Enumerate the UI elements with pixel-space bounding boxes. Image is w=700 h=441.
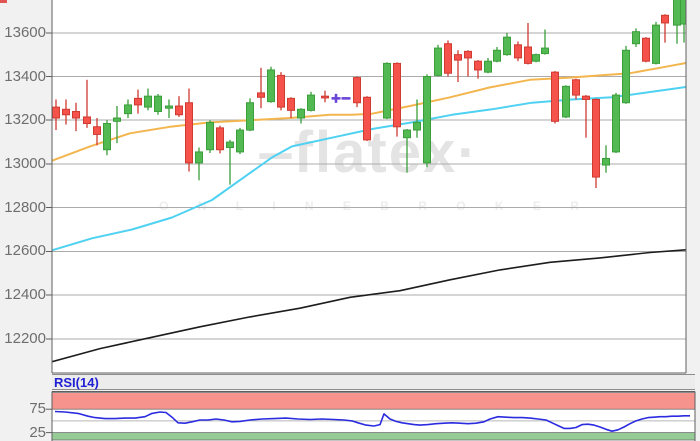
slow-ma-black-line (52, 249, 686, 363)
panel-borders (51, 0, 696, 441)
candle-up (423, 74, 431, 168)
candle-up (144, 88, 152, 111)
candle-up (532, 53, 540, 63)
candle-down (524, 22, 532, 65)
candle-up (602, 145, 610, 173)
rsi-tick-label: 25 (29, 423, 46, 441)
candle-up (236, 127, 244, 155)
watermark-dot: · (457, 120, 479, 185)
markers-layer (331, 93, 351, 103)
candle-up (226, 139, 234, 185)
candle-down (72, 102, 80, 132)
candle-up (434, 44, 442, 77)
candle-down (464, 50, 472, 77)
fast-ma-orange-line (52, 62, 686, 162)
rsi-chart-area[interactable] (52, 391, 695, 441)
candle-down (514, 41, 522, 62)
candle-up (413, 99, 421, 138)
candle-up (680, 0, 686, 43)
price-chart-area[interactable] (52, 0, 686, 373)
panel-separator (52, 374, 695, 390)
candle-down (551, 71, 559, 124)
candle-up (403, 128, 411, 173)
rsi-tick-label: 75 (29, 400, 46, 418)
online-broker-watermark: O N L I N E B R O K E R (159, 199, 592, 213)
rsi-line (54, 410, 690, 433)
candle-up (383, 62, 391, 120)
candle-up (113, 106, 121, 144)
candle-down (134, 89, 142, 114)
candle-up (622, 45, 630, 104)
candle-down (582, 95, 590, 138)
candle-down (185, 88, 193, 172)
candle-down (572, 78, 580, 100)
price-tick-label: 13600 (4, 23, 46, 41)
candle-up (541, 29, 549, 55)
candle-up (246, 98, 254, 132)
corner-artifact (0, 0, 7, 3)
candle-down (592, 98, 600, 188)
candle-up (103, 120, 111, 156)
candle-up (267, 66, 275, 103)
candle-up (124, 99, 132, 119)
moving-average-layer (52, 62, 686, 363)
candle-up (165, 99, 173, 119)
candle-down (353, 76, 361, 108)
candle-up (493, 46, 501, 63)
price-tick-label: 12600 (4, 242, 46, 260)
candle-up (297, 108, 305, 124)
candle-down (93, 118, 101, 146)
price-tick-label: 13400 (4, 67, 46, 85)
candle-up (652, 21, 660, 65)
mid-ma-cyan-line (52, 86, 686, 252)
candle-up (503, 32, 511, 56)
candle-down (216, 125, 224, 154)
candle-down (83, 79, 91, 128)
candle-down (321, 90, 329, 103)
price-tick-label: 12400 (4, 286, 46, 304)
candle-down (257, 67, 265, 109)
candle-down (287, 97, 295, 119)
candle-down (363, 96, 371, 141)
candle-down (661, 14, 669, 43)
price-panel-background (52, 0, 686, 373)
candle-down (277, 72, 285, 111)
candle-up (154, 93, 162, 115)
candle-up (195, 147, 203, 181)
candle-down (175, 96, 183, 117)
price-tick-label: 13200 (4, 111, 46, 129)
candles-layer (52, 0, 686, 188)
price-tick-label: 12200 (4, 329, 46, 347)
rsi-indicator-label: RSI(14) (54, 375, 99, 390)
candle-up (632, 28, 640, 47)
candle-up (206, 120, 214, 154)
candle-up (562, 85, 570, 119)
candle-up (612, 92, 620, 154)
price-tick-label: 13000 (4, 154, 46, 172)
candle-up (307, 91, 315, 112)
candle-down (62, 99, 70, 125)
candle-down (454, 50, 462, 82)
watermark-dash: ‒ (259, 120, 294, 185)
price-tick-label: 12800 (4, 198, 46, 216)
candle-down (444, 40, 452, 77)
candle-down (474, 60, 482, 79)
candle-down (393, 62, 401, 137)
candle-down (642, 37, 650, 63)
candle-up (484, 57, 492, 74)
